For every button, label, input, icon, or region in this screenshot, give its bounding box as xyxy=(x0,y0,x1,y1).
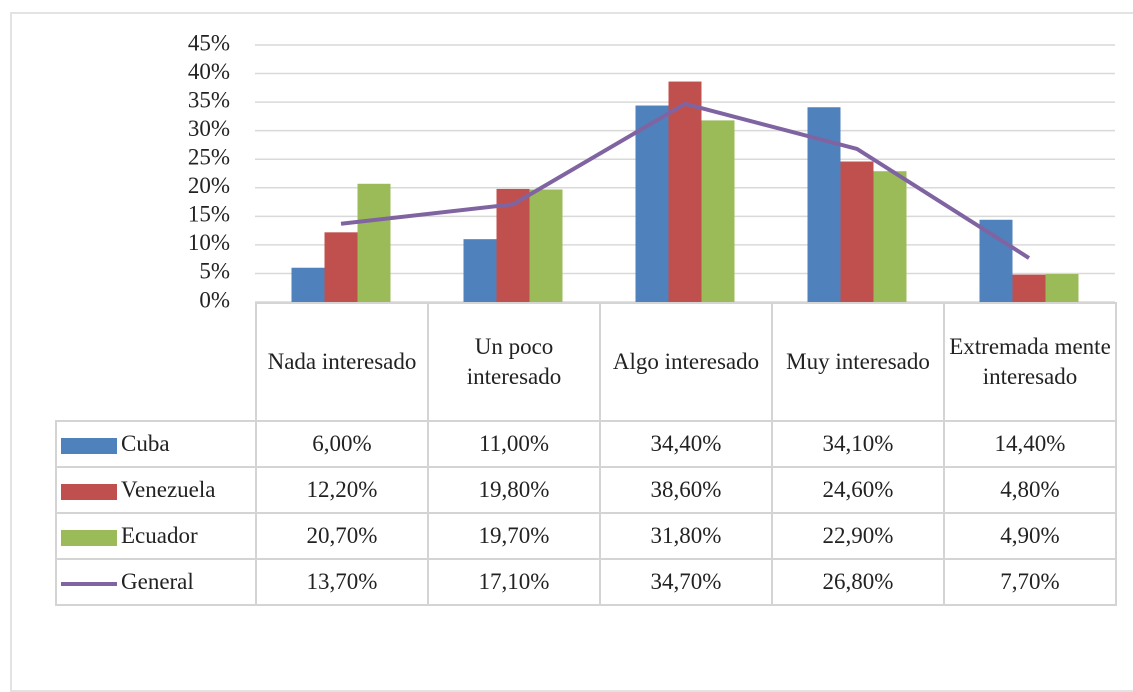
bar xyxy=(529,189,563,302)
value-cell: 26,80% xyxy=(771,558,945,606)
value-cell: 12,20% xyxy=(255,466,429,514)
bar xyxy=(635,105,669,302)
value-cell: 34,70% xyxy=(599,558,773,606)
y-tick-label: 25% xyxy=(188,145,230,170)
category-label: Extremada mente interesado xyxy=(943,302,1117,422)
category-label: Algo interesado xyxy=(599,302,773,422)
value-cell: 24,60% xyxy=(771,466,945,514)
legend-label: Cuba xyxy=(121,431,170,456)
value-cell: 31,80% xyxy=(599,512,773,560)
category-label: Un poco interesado xyxy=(427,302,601,422)
bar xyxy=(324,232,358,302)
value-cell: 34,40% xyxy=(599,420,773,468)
y-tick-label: 20% xyxy=(188,173,230,198)
line xyxy=(340,101,1031,260)
value-cell: 13,70% xyxy=(255,558,429,606)
corner xyxy=(56,303,257,422)
value-cell: 19,80% xyxy=(427,466,601,514)
series-row: Venezuela 12,20% 19,80% 38,60% 24,60% 4,80% xyxy=(55,466,1117,514)
value-cell: 4,80% xyxy=(943,466,1117,514)
bar xyxy=(357,183,391,302)
value-cell: 22,90% xyxy=(771,512,945,560)
legend-cell: Cuba xyxy=(55,420,257,468)
legend-swatch xyxy=(61,437,117,454)
legend-swatch xyxy=(61,483,117,500)
category-label: Nada interesado xyxy=(255,302,429,422)
bar xyxy=(701,120,735,303)
bar xyxy=(668,81,702,302)
y-tick-label: 5% xyxy=(199,259,230,284)
legend-cell: Venezuela xyxy=(55,466,257,514)
bar xyxy=(496,188,530,302)
value-cell: 4,90% xyxy=(943,512,1117,560)
series-row: Cuba 6,00% 11,00% 34,40% 34,10% 14,40% xyxy=(55,420,1117,468)
legend-cell: Ecuador xyxy=(55,512,257,560)
series-row: Ecuador 20,70% 19,70% 31,80% 22,90% 4,90% xyxy=(55,512,1117,560)
y-tick-label: 15% xyxy=(188,202,230,227)
bar xyxy=(979,219,1013,302)
chart: 0%5%10%15%20%25%30%35%40%45% xyxy=(188,30,1115,312)
legend-cell: General xyxy=(55,558,257,606)
value-cell: 17,10% xyxy=(427,558,601,606)
data-table: Nada interesado Un poco interesado Algo in… xyxy=(55,302,1117,606)
y-tick-label: 45% xyxy=(188,30,230,55)
bar xyxy=(840,161,874,302)
value-cell: 34,10% xyxy=(771,420,945,468)
bar xyxy=(1045,274,1079,302)
y-tick-label: 10% xyxy=(188,230,230,255)
value-cell: 11,00% xyxy=(427,420,601,468)
value-cell: 7,70% xyxy=(943,558,1117,606)
page: 0% 5% 10% 15% 20% 25% 30% 35% 40% 45% Nada intere… xyxy=(10,12,1133,692)
header-row: Nada interesado Un poco interesado Algo in… xyxy=(56,302,1117,422)
y-tick-label: 35% xyxy=(188,87,230,112)
value-cell: 38,60% xyxy=(599,466,773,514)
y-tick-label: 40% xyxy=(188,59,230,84)
value-cell: 14,40% xyxy=(943,420,1117,468)
y-tick-label: 30% xyxy=(188,116,230,141)
value-cell: 20,70% xyxy=(255,512,429,560)
bar xyxy=(291,267,325,302)
category-label: Muy interesado xyxy=(771,302,945,422)
value-cell: 6,00% xyxy=(255,420,429,468)
series-row: General 13,70% 17,10% 34,70% 26,80% 7,70% xyxy=(55,558,1117,606)
bar xyxy=(873,171,907,302)
value-cell: 19,70% xyxy=(427,512,601,560)
legend-label: Venezuela xyxy=(121,477,216,502)
legend-swatch xyxy=(61,529,117,546)
legend-line xyxy=(61,581,117,586)
bar xyxy=(463,239,497,302)
legend-label: Ecuador xyxy=(121,523,198,548)
legend-label: General xyxy=(121,569,194,594)
bar xyxy=(1012,274,1046,302)
